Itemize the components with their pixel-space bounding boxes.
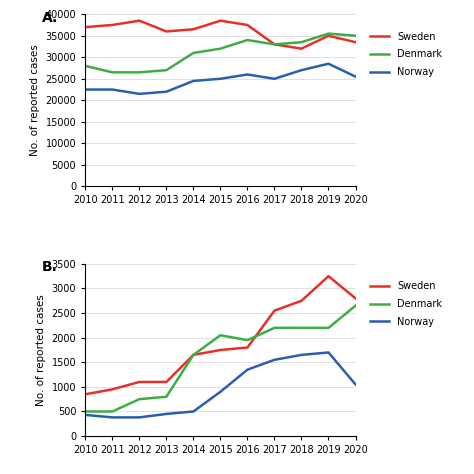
Norway — [272, 76, 277, 82]
Norway — [82, 412, 88, 418]
Line: Sweden: Sweden — [85, 21, 356, 49]
Sweden — [272, 42, 277, 47]
Norway — [109, 87, 115, 92]
Sweden — [109, 22, 115, 28]
Sweden — [299, 298, 304, 304]
Norway — [164, 89, 169, 94]
Norway — [82, 87, 88, 92]
Sweden — [326, 33, 331, 38]
Norway — [299, 67, 304, 73]
Sweden — [82, 392, 88, 397]
Norway — [353, 74, 358, 80]
Sweden — [218, 347, 223, 353]
Line: Denmark: Denmark — [85, 306, 356, 411]
Norway — [218, 389, 223, 395]
Sweden — [109, 386, 115, 392]
Denmark — [164, 394, 169, 400]
Line: Sweden: Sweden — [85, 276, 356, 394]
Norway — [326, 61, 331, 66]
Norway — [245, 367, 250, 373]
Denmark — [245, 37, 250, 43]
Sweden — [353, 39, 358, 45]
Denmark — [109, 409, 115, 414]
Denmark — [82, 409, 88, 414]
Norway — [191, 78, 196, 84]
Sweden — [245, 22, 250, 28]
Norway — [191, 409, 196, 414]
Norway — [137, 91, 142, 97]
Sweden — [164, 379, 169, 385]
Sweden — [326, 273, 331, 279]
Line: Norway: Norway — [85, 64, 356, 94]
Denmark — [272, 325, 277, 331]
Line: Norway: Norway — [85, 353, 356, 418]
Sweden — [82, 24, 88, 30]
Sweden — [245, 345, 250, 350]
Sweden — [272, 308, 277, 313]
Sweden — [299, 46, 304, 52]
Sweden — [137, 379, 142, 385]
Denmark — [137, 70, 142, 75]
Denmark — [353, 33, 358, 38]
Norway — [326, 350, 331, 356]
Sweden — [137, 18, 142, 24]
Denmark — [164, 67, 169, 73]
Sweden — [191, 27, 196, 32]
Denmark — [299, 325, 304, 331]
Line: Denmark: Denmark — [85, 34, 356, 73]
Denmark — [191, 50, 196, 56]
Norway — [245, 72, 250, 77]
Denmark — [353, 303, 358, 309]
Legend: Sweden, Denmark, Norway: Sweden, Denmark, Norway — [366, 27, 446, 81]
Denmark — [326, 325, 331, 331]
Denmark — [245, 337, 250, 343]
Denmark — [272, 42, 277, 47]
Y-axis label: No. of reported cases: No. of reported cases — [30, 45, 40, 156]
Sweden — [164, 28, 169, 34]
Norway — [137, 415, 142, 420]
Sweden — [191, 352, 196, 358]
Norway — [353, 382, 358, 387]
Norway — [109, 415, 115, 420]
Denmark — [299, 39, 304, 45]
Norway — [218, 76, 223, 82]
Text: B.: B. — [42, 260, 58, 274]
Norway — [164, 411, 169, 417]
Sweden — [353, 295, 358, 301]
Denmark — [137, 396, 142, 402]
Denmark — [191, 352, 196, 358]
Sweden — [218, 18, 223, 24]
Norway — [299, 352, 304, 358]
Y-axis label: No. of reported cases: No. of reported cases — [36, 294, 46, 406]
Denmark — [109, 70, 115, 75]
Denmark — [218, 46, 223, 52]
Denmark — [326, 31, 331, 36]
Denmark — [82, 63, 88, 69]
Text: A.: A. — [42, 11, 58, 25]
Norway — [272, 357, 277, 363]
Denmark — [218, 332, 223, 338]
Legend: Sweden, Denmark, Norway: Sweden, Denmark, Norway — [366, 277, 446, 331]
